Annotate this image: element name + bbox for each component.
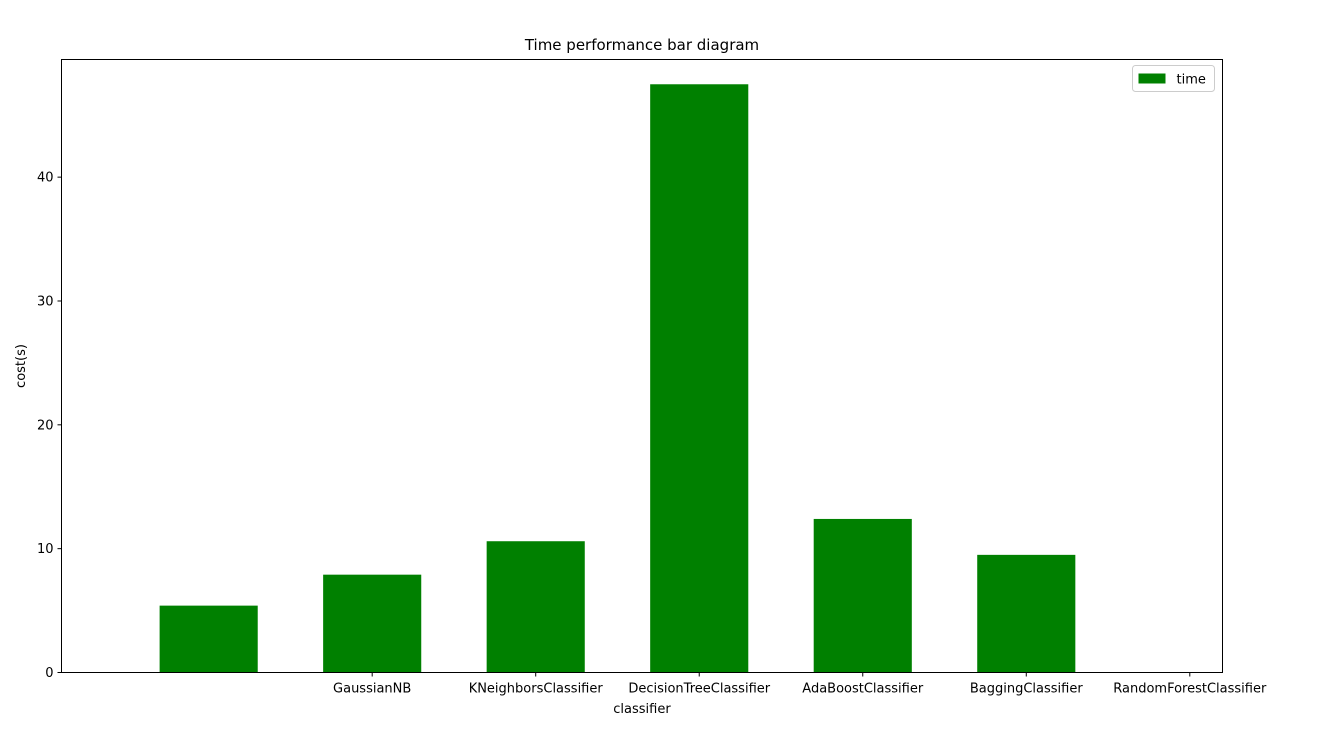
bar-KNeighborsClassifier <box>323 574 422 673</box>
x-tick-label: BaggingClassifier <box>970 682 1083 697</box>
x-axis-label: classifier <box>613 702 671 717</box>
plot-frame <box>61 59 1223 673</box>
legend: time <box>1132 65 1215 92</box>
legend-swatch <box>1138 73 1166 84</box>
bar-RandomForestClassifier <box>977 554 1076 673</box>
y-tick-label: 20 <box>37 418 54 433</box>
legend-box <box>1132 65 1215 92</box>
y-axis-label: cost(s) <box>14 344 29 388</box>
y-tick-label: 40 <box>37 171 54 186</box>
bar-AdaBoostClassifier <box>650 84 749 673</box>
y-tick-label: 0 <box>45 666 53 681</box>
chart-title: Time performance bar diagram <box>524 36 759 54</box>
x-ticks-group: GaussianNB KNeighborsClassifier DecisionTr… <box>333 672 1267 697</box>
y-tick-label: 30 <box>37 294 54 309</box>
x-tick-label: GaussianNB <box>333 682 411 697</box>
bar-BaggingClassifier <box>813 518 912 673</box>
y-ticks-group: 0 10 20 30 40 <box>37 171 62 681</box>
y-tick-label: 10 <box>37 542 54 557</box>
x-tick-label: RandomForestClassifier <box>1113 682 1267 697</box>
legend-label: time <box>1177 73 1206 88</box>
x-tick-label: DecisionTreeClassifier <box>628 682 770 697</box>
x-tick-label: KNeighborsClassifier <box>469 682 604 697</box>
x-tick-label: AdaBoostClassifier <box>802 682 924 697</box>
bar-DecisionTreeClassifier <box>486 541 585 673</box>
bar-GaussianNB <box>159 605 258 673</box>
bars-group <box>159 84 1076 673</box>
